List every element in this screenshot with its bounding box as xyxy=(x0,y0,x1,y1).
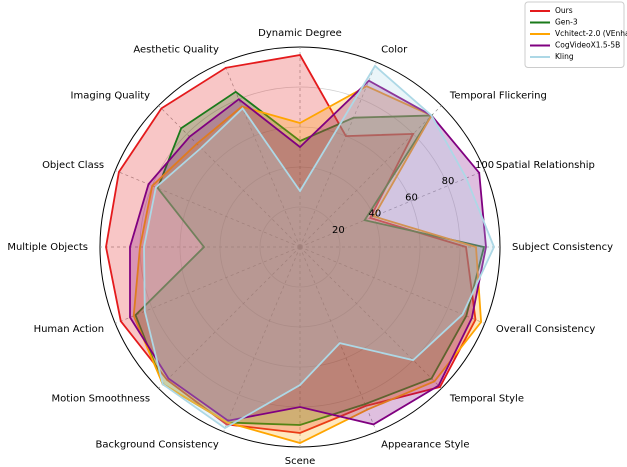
grid-circle xyxy=(259,206,341,288)
category-label: Object Class xyxy=(42,160,104,171)
category-label: Motion Smoothness xyxy=(52,393,151,404)
legend: Ours Gen-3 Vchitect-2.0 (VEnhancer) CogVide… xyxy=(524,1,627,68)
category-label: Background Consistency xyxy=(96,440,219,451)
series-area xyxy=(134,90,486,426)
radial-tick-label: 40 xyxy=(369,209,382,220)
category-label: Aesthetic Quality xyxy=(133,44,219,55)
category-label: Imaging Quality xyxy=(71,91,151,102)
category-label: Temporal Style xyxy=(449,393,524,404)
legend-label: Gen-3 xyxy=(555,18,578,27)
category-label: Dynamic Degree xyxy=(258,28,342,39)
series-area xyxy=(129,79,487,426)
category-label: Color xyxy=(381,44,408,55)
category-label: Multiple Objects xyxy=(7,242,88,253)
radial-tick-label: 80 xyxy=(442,176,455,187)
category-label: Temporal Flickering xyxy=(449,91,547,102)
category-label: Subject Consistency xyxy=(512,242,613,253)
radial-tick-label: 60 xyxy=(405,192,418,203)
category-label: Scene xyxy=(285,456,316,467)
radial-tick-label: 20 xyxy=(332,225,345,236)
category-label: Spatial Relationship xyxy=(496,160,595,171)
category-label: Overall Consistency xyxy=(496,324,595,335)
legend-label: Vchitect-2.0 (VEnhancer) xyxy=(555,29,627,38)
legend-label: CogVideoX1.5-5B xyxy=(555,41,620,50)
legend-box xyxy=(524,1,625,68)
radial-tick-label: 100 xyxy=(475,160,494,171)
series-area xyxy=(143,64,495,430)
category-label: Human Action xyxy=(34,324,105,335)
legend-label: Ours xyxy=(555,6,573,15)
legend-label: Kling xyxy=(555,52,574,61)
category-label: Appearance Style xyxy=(381,440,469,451)
series-area xyxy=(132,85,483,444)
